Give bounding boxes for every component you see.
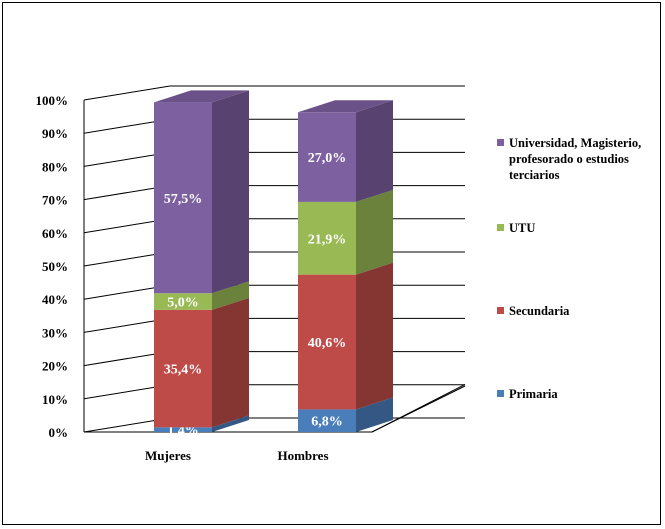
- bar-segment: [298, 112, 356, 202]
- legend-label: Primaria: [509, 387, 558, 401]
- legend-swatch: [497, 139, 504, 146]
- y-tick-label: 10%: [42, 392, 68, 407]
- legend-label: Universidad, Magisterio,: [509, 136, 641, 150]
- legend-swatch: [497, 390, 504, 397]
- data-label: 21,9%: [308, 232, 347, 247]
- y-tick-label: 30%: [42, 325, 68, 340]
- data-label: 40,6%: [308, 336, 347, 351]
- bar-segment-side: [212, 90, 249, 294]
- bar-segment-side: [356, 262, 393, 410]
- bar-segment-side: [356, 100, 393, 202]
- gridline-diagonal: [83, 85, 171, 101]
- category-label: Mujeres: [145, 448, 191, 463]
- y-tick-label: 90%: [42, 126, 68, 141]
- y-tick-label: 50%: [42, 259, 68, 274]
- data-label: 5,0%: [167, 296, 199, 311]
- legend-label: UTU: [509, 221, 535, 235]
- data-label: 1,4%: [167, 424, 199, 439]
- y-tick-label: 60%: [42, 226, 68, 241]
- bar-segment-top: [154, 90, 249, 103]
- legend-label: Secundaria: [509, 304, 570, 318]
- floor-right-edge: [371, 385, 466, 433]
- legend-swatch: [497, 307, 504, 314]
- data-label: 35,4%: [164, 363, 203, 378]
- bar-segment-side: [212, 297, 249, 428]
- bar-segment-top: [298, 100, 393, 113]
- bar-segment: [154, 427, 212, 432]
- bar-segment: [298, 409, 356, 432]
- y-tick-label: 70%: [42, 193, 68, 208]
- data-label: 6,8%: [311, 415, 343, 430]
- y-tick-label: 40%: [42, 292, 68, 307]
- bar-segment: [154, 102, 212, 294]
- y-tick-label: 20%: [42, 359, 68, 374]
- y-tick-label: 0%: [49, 425, 69, 440]
- legend-label: profesorado o estudios: [509, 152, 629, 166]
- legend-swatch: [497, 224, 504, 231]
- category-label: Hombres: [277, 448, 328, 463]
- bar-segment: [298, 274, 356, 410]
- y-tick-label: 80%: [42, 159, 68, 174]
- legend-label: terciarios: [509, 168, 560, 182]
- data-label: 27,0%: [308, 151, 347, 166]
- bar-segment-side: [356, 189, 393, 275]
- bar-segment-side: [212, 415, 249, 432]
- bar-segment-side: [212, 281, 249, 310]
- data-label: 57,5%: [164, 192, 203, 207]
- bar-segment: [154, 309, 212, 428]
- bar-segment-side: [356, 397, 393, 432]
- bar-segment: [298, 201, 356, 275]
- floor-edge: [84, 383, 466, 433]
- bar-segment: [154, 293, 212, 310]
- y-tick-label: 100%: [36, 93, 69, 108]
